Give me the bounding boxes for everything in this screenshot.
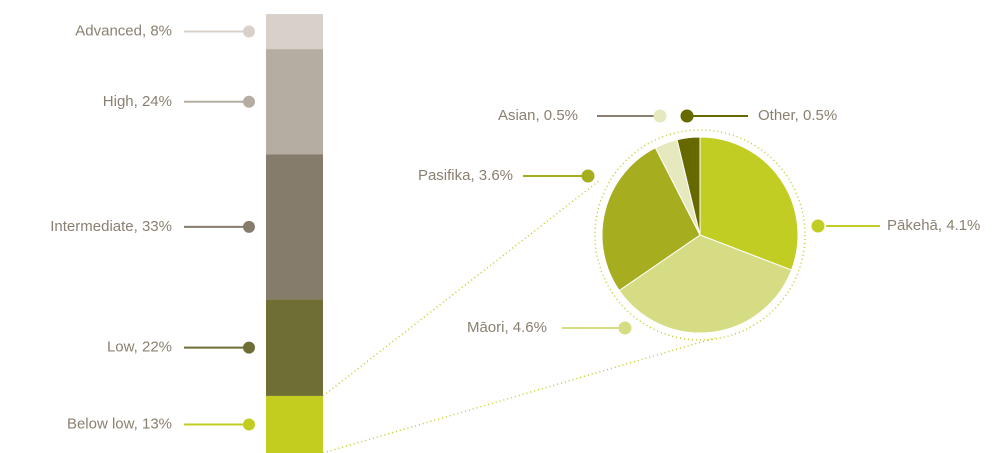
bar-label: Advanced, 8% (75, 23, 172, 40)
pie-slice (699, 136, 799, 271)
leader-dot (680, 109, 694, 123)
pie-label: Pākehā, 4.1% (887, 217, 980, 234)
bar-segment (266, 49, 323, 155)
leader-dot (243, 341, 255, 354)
connector (322, 179, 601, 397)
bar-label: High, 24% (103, 93, 172, 110)
pie-slice (676, 136, 701, 236)
pie-label: Asian, 0.5% (498, 107, 578, 124)
leader-dot (243, 418, 255, 431)
pie-label: Pasifika, 3.6% (418, 167, 513, 184)
pie-outline (594, 129, 806, 341)
leader-dot (653, 109, 667, 123)
pie-label: Māori, 4.6% (467, 319, 547, 336)
pie-label: Other, 0.5% (758, 107, 837, 124)
leader-dot (811, 219, 825, 233)
leader-dot (243, 25, 255, 38)
leader-dot (243, 220, 255, 233)
bar-segment (266, 299, 323, 396)
leader-dot (581, 169, 595, 183)
bar-label: Low, 22% (107, 339, 172, 356)
pie-slice (618, 234, 793, 334)
leader-dot (618, 321, 632, 335)
connector (322, 337, 716, 453)
bar-segment (266, 154, 323, 300)
pie-slice (601, 147, 701, 292)
bar-segment (266, 395, 323, 453)
bar-label: Intermediate, 33% (50, 218, 172, 235)
leader-dot (243, 95, 255, 108)
bar-label: Below low, 13% (67, 415, 172, 432)
bar-segment (266, 14, 323, 50)
